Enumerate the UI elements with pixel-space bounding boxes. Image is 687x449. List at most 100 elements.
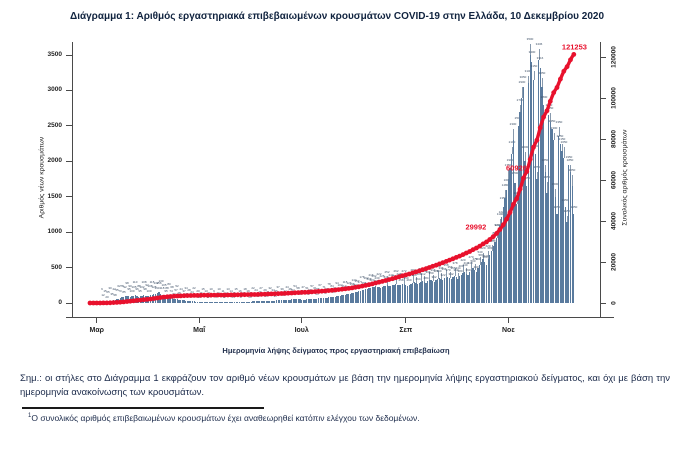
bar bbox=[337, 296, 340, 303]
cumulative-curve-dot bbox=[558, 76, 563, 82]
y-left-tick-label: 2500 bbox=[47, 121, 62, 129]
bar-label-leader-line bbox=[420, 273, 422, 282]
bar-label-leader-line bbox=[546, 182, 548, 194]
bar bbox=[314, 298, 316, 303]
bar bbox=[206, 302, 209, 303]
bar bbox=[462, 273, 464, 303]
y-left-tick-label: 500 bbox=[51, 263, 62, 271]
y-right-tick bbox=[600, 220, 606, 222]
bar-label-leader-line bbox=[553, 133, 555, 141]
bar bbox=[252, 301, 254, 303]
cumulative-curve-dot bbox=[500, 222, 506, 228]
bar bbox=[220, 302, 222, 303]
bar bbox=[421, 280, 424, 303]
y-left-tick bbox=[66, 125, 72, 127]
chart-title: Διάγραμμα 1: Αριθμός εργαστηριακά επιβεβ… bbox=[70, 11, 605, 22]
bar bbox=[465, 273, 467, 303]
bar bbox=[354, 292, 357, 303]
bar bbox=[327, 297, 330, 303]
bar bbox=[317, 298, 320, 303]
bar bbox=[203, 302, 205, 303]
bar bbox=[564, 207, 567, 303]
bar bbox=[299, 298, 301, 303]
bar bbox=[571, 186, 573, 303]
cumulative-curve-dot bbox=[551, 90, 557, 95]
cumulative-curve-dot bbox=[487, 237, 493, 242]
bar bbox=[427, 281, 429, 303]
bar bbox=[294, 299, 296, 303]
cumulative-curve-dot bbox=[269, 291, 274, 297]
bar bbox=[264, 300, 266, 303]
cumulative-curve-dot bbox=[185, 293, 190, 298]
bar bbox=[279, 300, 281, 303]
bar bbox=[321, 298, 323, 303]
bar bbox=[512, 140, 514, 303]
bar bbox=[443, 278, 446, 303]
bar bbox=[269, 300, 271, 303]
cumulative-curve-dot bbox=[484, 239, 489, 245]
bar bbox=[437, 279, 439, 303]
cumulative-curve-dot bbox=[497, 227, 503, 232]
cumulative-curve-dot bbox=[494, 231, 499, 236]
bar-label-leader-line bbox=[572, 175, 574, 187]
cumulative-curve-dot bbox=[537, 125, 543, 131]
y-right-tick bbox=[600, 97, 606, 99]
bar bbox=[482, 259, 484, 303]
bar bbox=[124, 296, 126, 303]
cumulative-curve-dot bbox=[527, 156, 533, 162]
bar bbox=[255, 301, 257, 303]
cumulative-curve-dot bbox=[228, 292, 234, 298]
x-axis-tick-label: Ιουλ bbox=[294, 327, 309, 334]
bar bbox=[245, 301, 247, 303]
y-left-tick bbox=[66, 160, 72, 162]
bar bbox=[549, 122, 551, 303]
bar bbox=[277, 300, 279, 303]
bar bbox=[386, 285, 388, 303]
bar bbox=[554, 196, 556, 303]
bar bbox=[358, 291, 360, 303]
bar bbox=[344, 294, 346, 303]
bar-label-leader-line bbox=[462, 265, 464, 274]
bar-label-leader-line bbox=[499, 219, 501, 226]
cumulative-curve-dot bbox=[279, 291, 284, 296]
x-axis-title: Ημερομηνία λήψης δείγματος προς εργαστηρ… bbox=[222, 346, 450, 355]
cumulative-curve-dot bbox=[541, 114, 546, 120]
bar bbox=[164, 296, 167, 303]
bar bbox=[559, 143, 562, 303]
bar bbox=[316, 298, 318, 303]
bar bbox=[445, 277, 447, 303]
bar bbox=[205, 302, 207, 303]
bar bbox=[232, 302, 234, 303]
bar bbox=[477, 267, 479, 303]
bar-label-leader-line bbox=[449, 271, 451, 278]
bar bbox=[432, 280, 434, 303]
bar-label-leader-line bbox=[441, 273, 443, 280]
bar bbox=[260, 301, 262, 303]
bar bbox=[403, 283, 405, 303]
bar bbox=[494, 242, 496, 303]
cumulative-curve-dot bbox=[564, 64, 570, 70]
bar-label-leader-line bbox=[457, 272, 459, 279]
bar bbox=[306, 299, 308, 303]
bar bbox=[485, 264, 488, 303]
bar bbox=[166, 296, 168, 303]
bar-label-leader-line bbox=[533, 70, 535, 80]
bar-label-leader-line bbox=[432, 274, 434, 281]
bar-label-leader-line bbox=[437, 271, 439, 280]
bar bbox=[484, 261, 486, 303]
bar bbox=[218, 302, 220, 303]
cumulative-curve-dot bbox=[285, 290, 291, 296]
bar bbox=[558, 136, 560, 303]
cumulative-curve-dot bbox=[490, 234, 496, 240]
footnote: 1Ο συνολικός αριθμός επιβεβαιωμένων κρου… bbox=[28, 413, 658, 423]
bar bbox=[334, 296, 336, 303]
bar bbox=[366, 288, 368, 303]
bar-label-leader-line bbox=[562, 143, 564, 151]
bar-label-leader-line bbox=[488, 251, 490, 260]
x-axis-tick bbox=[507, 317, 509, 323]
bar bbox=[280, 300, 283, 303]
bar bbox=[353, 292, 355, 303]
cumulative-curve-dot bbox=[195, 293, 200, 298]
